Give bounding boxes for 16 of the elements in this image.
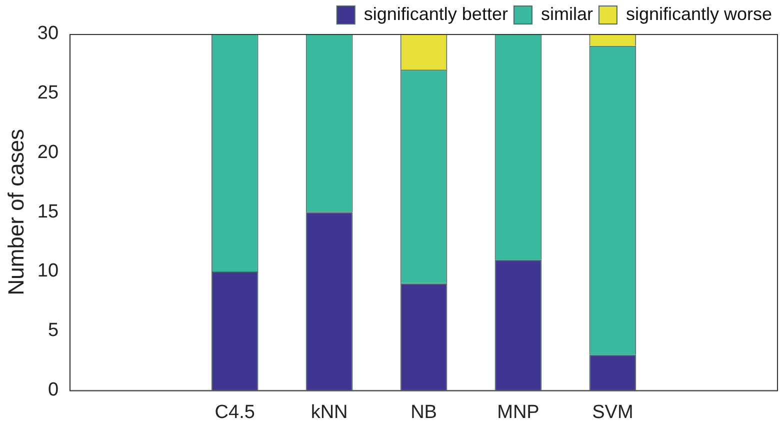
y-tick-label: 10 xyxy=(37,260,59,282)
x-tick-label: kNN xyxy=(310,402,348,423)
y-tick-label: 0 xyxy=(48,379,59,400)
x-tick-label: NB xyxy=(410,402,437,423)
x-tick-label: MNP xyxy=(497,402,540,423)
legend-label: significantly better xyxy=(364,4,508,24)
y-tick-label: 20 xyxy=(37,142,59,163)
y-tick-label: 25 xyxy=(37,82,59,104)
x-tick-label: C4.5 xyxy=(214,402,255,423)
x-tick-label: SVM xyxy=(592,402,634,423)
y-tick-label: 5 xyxy=(48,320,59,342)
legend-label: similar xyxy=(540,4,593,24)
y-axis-title: Number of cases xyxy=(3,128,28,296)
y-tick-label: 30 xyxy=(37,23,59,44)
y-tick-label: 15 xyxy=(37,201,59,222)
legend-label: significantly worse xyxy=(626,4,772,24)
